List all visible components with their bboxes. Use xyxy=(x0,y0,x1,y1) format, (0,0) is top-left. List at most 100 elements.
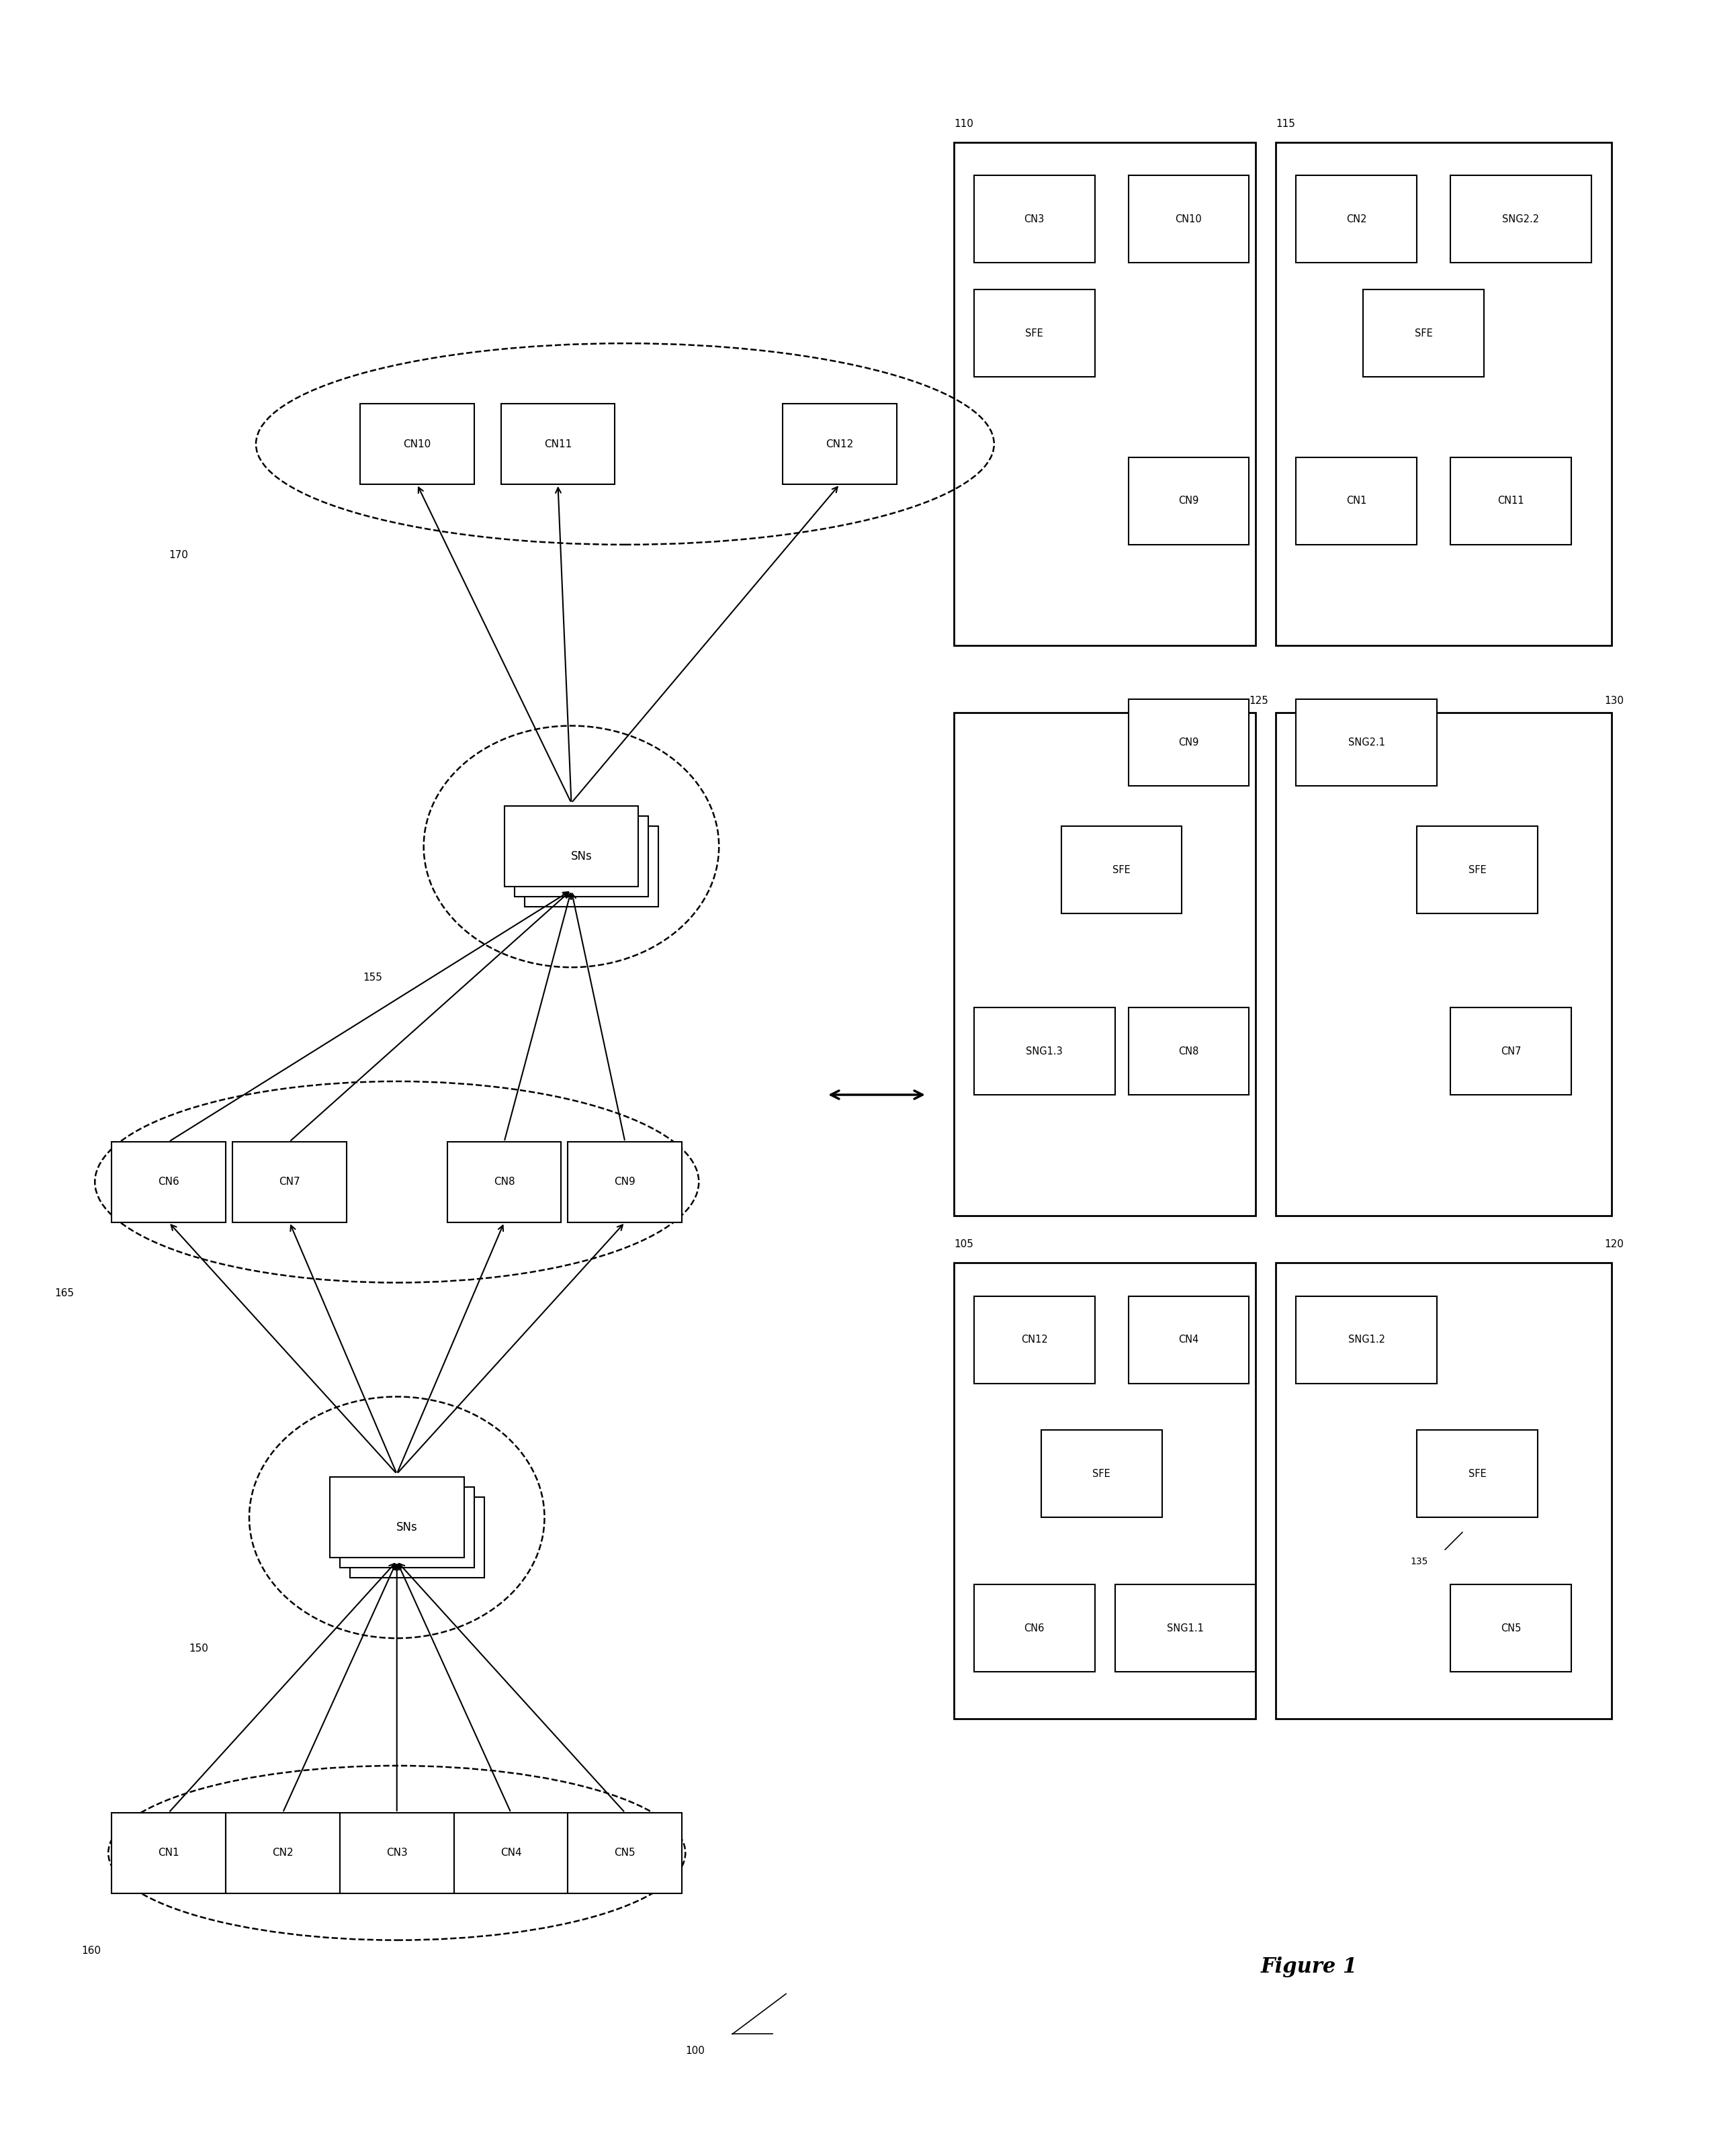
FancyBboxPatch shape xyxy=(1128,1007,1249,1095)
FancyBboxPatch shape xyxy=(568,1813,683,1893)
Text: CN6: CN6 xyxy=(1025,1623,1044,1634)
Text: 135: 135 xyxy=(1410,1557,1429,1567)
FancyBboxPatch shape xyxy=(1128,175,1249,263)
Text: CN6: CN6 xyxy=(157,1177,180,1188)
FancyBboxPatch shape xyxy=(111,1143,226,1222)
Text: CN9: CN9 xyxy=(1179,496,1199,507)
FancyBboxPatch shape xyxy=(501,403,614,485)
FancyBboxPatch shape xyxy=(974,1296,1095,1384)
Text: CN1: CN1 xyxy=(1347,496,1367,507)
Text: 120: 120 xyxy=(1605,1240,1624,1248)
FancyBboxPatch shape xyxy=(974,175,1095,263)
Text: CN10: CN10 xyxy=(1175,213,1203,224)
Text: CN3: CN3 xyxy=(387,1848,407,1858)
Text: 160: 160 xyxy=(82,1945,101,1955)
FancyBboxPatch shape xyxy=(340,1488,474,1567)
Text: CN2: CN2 xyxy=(1347,213,1367,224)
FancyBboxPatch shape xyxy=(974,1585,1095,1671)
FancyBboxPatch shape xyxy=(1451,1585,1571,1671)
FancyBboxPatch shape xyxy=(782,403,897,485)
Text: 100: 100 xyxy=(686,2046,705,2057)
FancyBboxPatch shape xyxy=(1128,1296,1249,1384)
FancyBboxPatch shape xyxy=(515,817,648,897)
FancyBboxPatch shape xyxy=(1364,289,1483,377)
FancyBboxPatch shape xyxy=(226,1813,340,1893)
Text: 125: 125 xyxy=(1249,696,1268,705)
Text: CN4: CN4 xyxy=(500,1848,522,1858)
Text: CN9: CN9 xyxy=(1179,737,1199,748)
Text: SFE: SFE xyxy=(1415,328,1432,338)
Text: 155: 155 xyxy=(363,972,383,983)
FancyBboxPatch shape xyxy=(1128,457,1249,545)
Text: CN10: CN10 xyxy=(404,440,431,448)
FancyBboxPatch shape xyxy=(340,1813,453,1893)
Text: 150: 150 xyxy=(188,1643,209,1654)
Text: CN2: CN2 xyxy=(272,1848,293,1858)
FancyBboxPatch shape xyxy=(1128,699,1249,787)
FancyBboxPatch shape xyxy=(233,1143,347,1222)
Text: SNG1.1: SNG1.1 xyxy=(1167,1623,1205,1634)
FancyBboxPatch shape xyxy=(330,1477,464,1557)
FancyBboxPatch shape xyxy=(1116,1585,1256,1671)
Text: 165: 165 xyxy=(55,1287,74,1298)
Text: CN11: CN11 xyxy=(1497,496,1525,507)
Text: Figure 1: Figure 1 xyxy=(1261,1955,1359,1977)
Text: SNG1.2: SNG1.2 xyxy=(1348,1335,1384,1345)
Text: 115: 115 xyxy=(1276,119,1295,129)
FancyBboxPatch shape xyxy=(1295,175,1417,263)
FancyBboxPatch shape xyxy=(1417,1429,1538,1518)
FancyBboxPatch shape xyxy=(1276,142,1612,645)
Text: 130: 130 xyxy=(1605,696,1624,705)
Text: CN7: CN7 xyxy=(279,1177,299,1188)
FancyBboxPatch shape xyxy=(505,806,638,886)
FancyBboxPatch shape xyxy=(447,1143,561,1222)
Text: CN4: CN4 xyxy=(1179,1335,1199,1345)
Text: SNs: SNs xyxy=(397,1522,417,1533)
FancyBboxPatch shape xyxy=(453,1813,568,1893)
FancyBboxPatch shape xyxy=(1451,457,1571,545)
Text: CN8: CN8 xyxy=(493,1177,515,1188)
FancyBboxPatch shape xyxy=(1451,175,1591,263)
FancyBboxPatch shape xyxy=(953,1263,1256,1718)
FancyBboxPatch shape xyxy=(1061,826,1182,914)
Text: SNG1.3: SNG1.3 xyxy=(1027,1046,1063,1056)
Text: CN8: CN8 xyxy=(1179,1046,1199,1056)
FancyBboxPatch shape xyxy=(359,403,474,485)
FancyBboxPatch shape xyxy=(1295,1296,1437,1384)
Text: 105: 105 xyxy=(953,1240,974,1248)
FancyBboxPatch shape xyxy=(1276,1263,1612,1718)
FancyBboxPatch shape xyxy=(1276,711,1612,1216)
Text: CN12: CN12 xyxy=(1021,1335,1047,1345)
FancyBboxPatch shape xyxy=(1417,826,1538,914)
Text: SFE: SFE xyxy=(1468,865,1487,875)
Text: 170: 170 xyxy=(169,550,188,561)
FancyBboxPatch shape xyxy=(111,1813,226,1893)
Text: CN7: CN7 xyxy=(1501,1046,1521,1056)
Text: SFE: SFE xyxy=(1092,1468,1110,1479)
FancyBboxPatch shape xyxy=(974,1007,1116,1095)
FancyBboxPatch shape xyxy=(1451,1007,1571,1095)
Text: CN3: CN3 xyxy=(1025,213,1044,224)
Text: CN5: CN5 xyxy=(1501,1623,1521,1634)
FancyBboxPatch shape xyxy=(1295,457,1417,545)
FancyBboxPatch shape xyxy=(349,1496,484,1578)
Text: CN9: CN9 xyxy=(614,1177,636,1188)
Text: SFE: SFE xyxy=(1112,865,1131,875)
Text: CN5: CN5 xyxy=(614,1848,635,1858)
Text: SNs: SNs xyxy=(571,852,592,862)
FancyBboxPatch shape xyxy=(953,142,1256,645)
FancyBboxPatch shape xyxy=(1040,1429,1162,1518)
FancyBboxPatch shape xyxy=(568,1143,683,1222)
FancyBboxPatch shape xyxy=(1295,699,1437,787)
Text: 110: 110 xyxy=(953,119,974,129)
Text: CN1: CN1 xyxy=(157,1848,180,1858)
Text: SFE: SFE xyxy=(1025,328,1044,338)
Text: CN12: CN12 xyxy=(826,440,854,448)
FancyBboxPatch shape xyxy=(974,289,1095,377)
Text: SNG2.1: SNG2.1 xyxy=(1348,737,1384,748)
FancyBboxPatch shape xyxy=(953,711,1256,1216)
Text: SFE: SFE xyxy=(1468,1468,1487,1479)
FancyBboxPatch shape xyxy=(524,826,659,908)
Text: SNG2.2: SNG2.2 xyxy=(1502,213,1540,224)
Text: CN11: CN11 xyxy=(544,440,571,448)
